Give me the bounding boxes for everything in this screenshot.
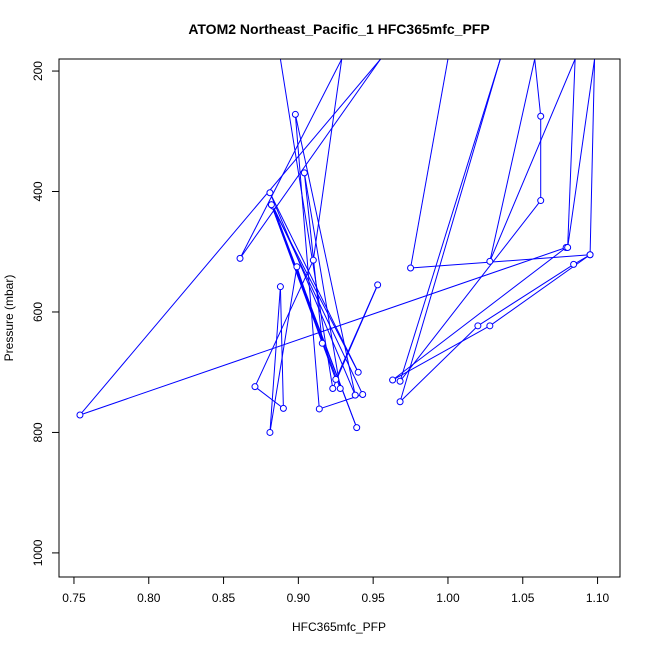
series-line-segment bbox=[399, 200, 542, 382]
data-point bbox=[486, 257, 494, 265]
x-axis-label: HFC365mfc_PFP bbox=[292, 620, 386, 634]
data-point bbox=[291, 110, 299, 118]
data-point bbox=[279, 404, 287, 412]
x-tick-label: 1.00 bbox=[436, 591, 460, 605]
data-point bbox=[351, 391, 359, 399]
series-line-segment bbox=[239, 59, 382, 259]
data-point bbox=[353, 424, 361, 432]
x-tick-label: 0.95 bbox=[361, 591, 385, 605]
data-point bbox=[309, 256, 317, 264]
data-point bbox=[570, 260, 578, 268]
series-line-segment bbox=[269, 266, 298, 433]
data-point bbox=[486, 322, 494, 330]
data-point bbox=[276, 283, 284, 291]
series-line-segment bbox=[410, 254, 591, 269]
chart-title: ATOM2 Northeast_Pacific_1 HFC365mfc_PFP bbox=[188, 21, 489, 37]
data-point bbox=[251, 383, 259, 391]
data-point bbox=[266, 428, 274, 436]
data-point bbox=[266, 189, 274, 197]
series-line-segment bbox=[269, 286, 281, 433]
data-point bbox=[293, 263, 301, 271]
data-point bbox=[586, 251, 594, 259]
data-point bbox=[396, 377, 404, 385]
data-point bbox=[236, 254, 244, 262]
series-line-segment bbox=[296, 266, 323, 344]
data-point bbox=[318, 339, 326, 347]
y-tick-label: 200 bbox=[31, 61, 45, 81]
data-point bbox=[474, 322, 482, 330]
data-point bbox=[374, 281, 382, 289]
data-point bbox=[537, 197, 545, 205]
series-line-segment bbox=[335, 284, 379, 380]
data-point bbox=[407, 264, 415, 272]
series-line-segment bbox=[294, 114, 356, 396]
series-line-segment bbox=[279, 59, 334, 389]
data-point bbox=[315, 405, 323, 413]
series-line-segment bbox=[303, 172, 341, 389]
series-line-segment bbox=[254, 386, 284, 409]
data-point bbox=[332, 375, 340, 383]
series-line-segment bbox=[79, 247, 567, 416]
series-line-segment bbox=[489, 59, 576, 262]
y-axis-label: Pressure (mbar) bbox=[2, 275, 16, 362]
series-line-segment bbox=[239, 59, 343, 259]
series-line-segment bbox=[399, 325, 479, 403]
series-line-segment bbox=[477, 263, 574, 327]
series-line-segment bbox=[269, 192, 356, 396]
x-tick-label: 0.80 bbox=[137, 591, 161, 605]
data-point bbox=[359, 390, 367, 398]
plot-area: 0.75 0.80 0.85 0.90 0.95 1.00 1.05 1.10 200 400 60… bbox=[31, 59, 610, 605]
series-line-segment bbox=[410, 59, 449, 269]
series-line-segment bbox=[399, 59, 501, 382]
x-tick-label: 1.10 bbox=[586, 591, 610, 605]
data-point bbox=[354, 368, 362, 376]
series-line-segment bbox=[279, 286, 284, 409]
series-line-segment bbox=[79, 59, 382, 416]
data-point bbox=[300, 169, 308, 177]
x-tick-label: 0.75 bbox=[62, 591, 86, 605]
series-line-segment bbox=[254, 259, 314, 387]
series-line-segment bbox=[489, 59, 536, 262]
series-line-segment bbox=[567, 59, 596, 248]
y-tick-label: 600 bbox=[31, 302, 45, 322]
series-line-segment bbox=[392, 247, 567, 381]
y-tick-label: 1000 bbox=[31, 539, 45, 566]
data-layer bbox=[76, 59, 596, 436]
series-line-segment bbox=[567, 59, 576, 248]
data-point bbox=[537, 112, 545, 120]
data-point bbox=[329, 384, 337, 392]
data-point bbox=[76, 411, 84, 419]
series-line-segment bbox=[399, 59, 501, 402]
plot-frame bbox=[58, 58, 621, 578]
y-tick-label: 400 bbox=[31, 181, 45, 201]
data-point bbox=[389, 376, 397, 384]
series-line-segment bbox=[589, 59, 596, 255]
x-tick-label: 1.05 bbox=[511, 591, 535, 605]
data-point bbox=[396, 398, 404, 406]
x-tick-label: 0.85 bbox=[212, 591, 236, 605]
data-point bbox=[336, 384, 344, 392]
series-line-segment bbox=[294, 114, 320, 409]
series-line-segment bbox=[312, 59, 343, 261]
y-tick-label: 800 bbox=[31, 422, 45, 442]
series-line-segment bbox=[534, 59, 542, 117]
data-point bbox=[564, 244, 572, 252]
x-tick-label: 0.90 bbox=[287, 591, 311, 605]
data-point bbox=[267, 201, 275, 209]
series-line-segment bbox=[270, 204, 341, 389]
